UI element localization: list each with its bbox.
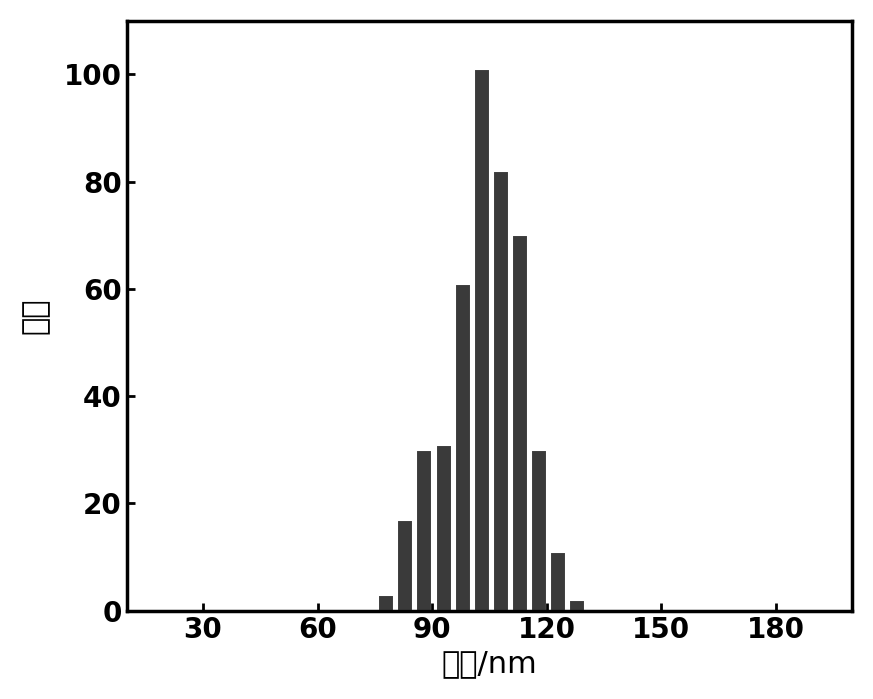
Bar [378,595,395,611]
Bar [493,171,509,611]
Bar [455,284,471,611]
Bar [531,450,547,611]
Bar [512,236,528,611]
Y-axis label: 计数: 计数 [21,298,50,334]
Bar [436,445,451,611]
X-axis label: 直径/nm: 直径/nm [442,649,537,678]
Bar [550,552,566,611]
Bar [397,519,414,611]
Bar [474,69,490,611]
Bar [416,450,432,611]
Bar [569,600,585,611]
